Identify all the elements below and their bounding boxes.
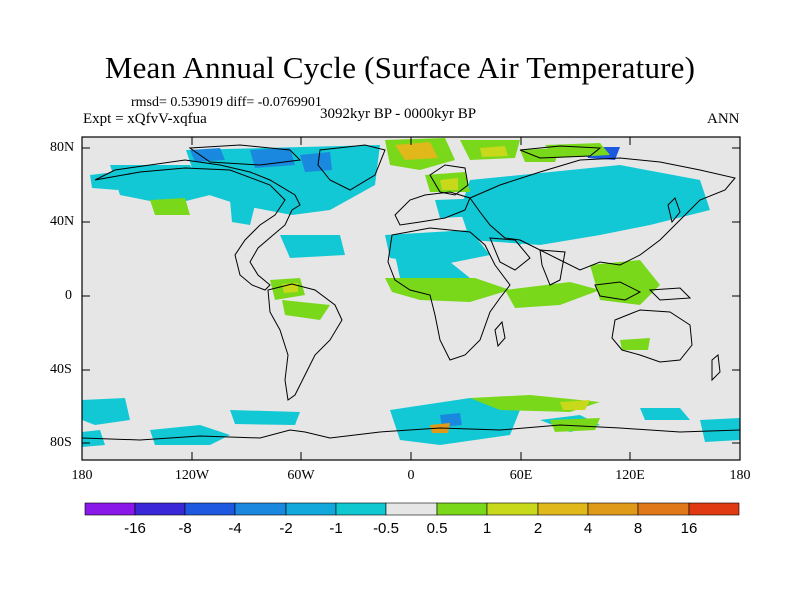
colorbar-label: 4 xyxy=(584,520,592,537)
colorbar-box-4 xyxy=(285,502,337,516)
colorbar-box-1 xyxy=(134,502,186,516)
stats-line: rmsd= 0.539019 diff= -0.0769901 xyxy=(131,95,322,110)
coastlines xyxy=(81,144,741,441)
colorbar-label: -8 xyxy=(178,520,191,537)
map-title: Mean Annual Cycle (Surface Air Temperatu… xyxy=(104,50,696,85)
colorbar-label: 2 xyxy=(534,520,542,537)
colorbar-box-12 xyxy=(688,502,740,516)
colorbar-box-3 xyxy=(234,502,287,516)
lat-label-80n: 80N xyxy=(50,140,75,155)
colorbar-box-10 xyxy=(587,502,639,516)
colorbar-label: -1 xyxy=(329,520,342,537)
lat-label-40n: 40N xyxy=(50,214,75,229)
colorbar-label: -16 xyxy=(124,520,146,537)
lon-label-180e: 180 xyxy=(729,468,751,483)
lon-label-180w: 180 xyxy=(71,468,93,483)
colorbar-box-6 xyxy=(385,502,438,516)
lat-label-0: 0 xyxy=(65,288,72,303)
colorbar-label: 1 xyxy=(483,520,491,537)
lon-label-120w: 120W xyxy=(174,468,210,483)
colorbar-box-8 xyxy=(486,502,539,516)
colorbar-box-5 xyxy=(335,502,387,516)
lon-label-60w: 60W xyxy=(287,468,315,483)
colorbar-box-7 xyxy=(436,502,488,516)
colorbar-label: 0.5 xyxy=(427,520,448,537)
colorbar-box-11 xyxy=(637,502,690,516)
colorbar: -16 -8 -4 -2 -1 -0.5 0.5 1 2 4 8 16 xyxy=(84,502,740,537)
lon-label-60e: 60E xyxy=(509,468,533,483)
colorbar-label: -4 xyxy=(228,520,241,537)
colorbar-label: 16 xyxy=(681,520,698,537)
lon-label-120e: 120E xyxy=(615,468,645,483)
colorbar-box-2 xyxy=(184,502,236,516)
lon-label-0: 0 xyxy=(407,468,415,483)
season-label: ANN xyxy=(707,111,740,127)
period-label: 3092kyr BP - 0000kyr BP xyxy=(320,106,477,122)
anomaly-patches xyxy=(82,138,740,447)
lat-label-80s: 80S xyxy=(50,435,72,450)
colorbar-box-0 xyxy=(84,502,136,516)
lat-label-40s: 40S xyxy=(50,362,72,377)
colorbar-label: -2 xyxy=(279,520,292,537)
colorbar-box-9 xyxy=(537,502,589,516)
colorbar-label: -0.5 xyxy=(373,520,399,537)
axis-ticks xyxy=(81,137,741,460)
colorbar-label: 8 xyxy=(634,520,642,537)
experiment-label: Expt = xQfvV-xqfua xyxy=(83,111,207,127)
